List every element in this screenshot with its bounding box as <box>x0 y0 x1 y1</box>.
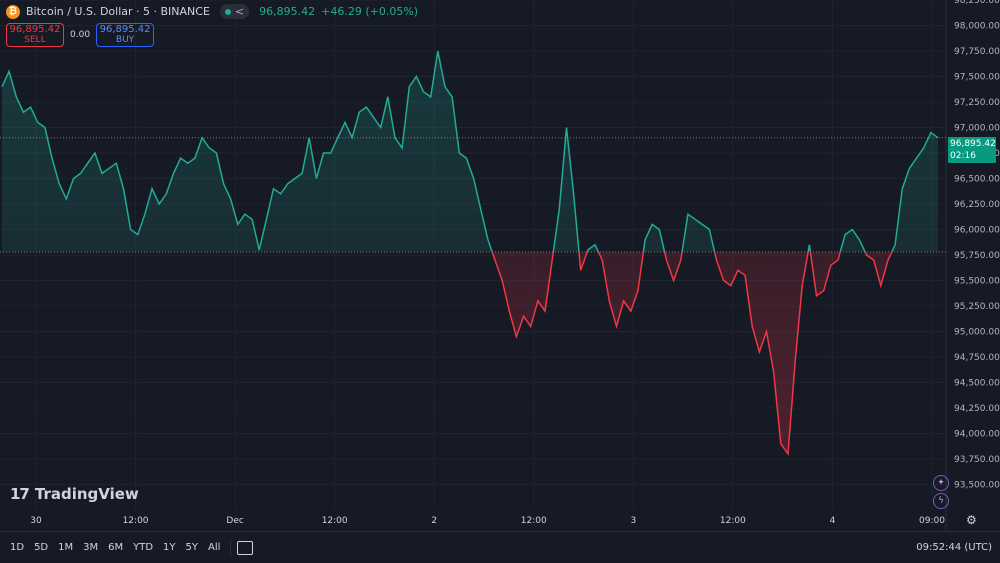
y-tick-label: 94,750.00 <box>954 353 1000 363</box>
range-button[interactable]: 3M <box>83 542 99 553</box>
y-tick-label: 98,000.00 <box>954 22 1000 32</box>
lightning-icon[interactable]: ϟ <box>933 493 949 509</box>
last-price: 96,895.42 <box>259 5 316 18</box>
x-tick-label: 12:00 <box>720 516 746 526</box>
series-line-above <box>1 50 939 252</box>
symbol-legend: ₿ Bitcoin / U.S. Dollar · 5 · BINANCE < … <box>6 4 418 19</box>
chart-svg[interactable]: 93,500.00 93,750.00 94,000.00 94,250.00 94,5… <box>0 0 1000 530</box>
badge-countdown: 02:16 <box>950 151 976 161</box>
time-axis: 30 12:00 Dec 12:00 2 12:00 3 12:00 4 09:00 <box>30 516 945 526</box>
y-tick-label: 96,000.00 <box>954 226 1000 236</box>
range-button[interactable]: 6M <box>108 542 124 553</box>
range-button[interactable]: 1Y <box>163 542 176 553</box>
price-axis: 93,500.00 93,750.00 94,000.00 94,250.00 94,5… <box>954 0 1000 491</box>
x-tick-label: 4 <box>830 516 836 526</box>
range-button[interactable]: All <box>208 542 221 553</box>
spread-value: 0.00 <box>70 30 91 40</box>
y-tick-label: 97,250.00 <box>954 98 1000 108</box>
bitcoin-icon: ₿ <box>6 4 20 19</box>
tradingview-mark-icon: 17 <box>10 485 30 503</box>
badge-price: 96,895.42 <box>950 139 996 149</box>
share-icon: < <box>234 5 245 18</box>
toolbar-divider <box>230 539 232 556</box>
buy-price: 96,895.42 <box>99 24 151 35</box>
y-tick-label: 95,250.00 <box>954 302 1000 312</box>
sell-price: 96,895.42 <box>9 24 61 35</box>
x-tick-label: 2 <box>431 516 437 526</box>
sparkle-icon[interactable]: ✦ <box>933 475 949 491</box>
range-button[interactable]: 5D <box>34 542 49 553</box>
buy-label: BUY <box>115 35 135 45</box>
price-change: +46.29 (+0.05%) <box>321 5 419 18</box>
range-button[interactable]: YTD <box>133 542 154 553</box>
y-tick-label: 95,000.00 <box>954 328 1000 338</box>
x-tick-label: 12:00 <box>123 516 149 526</box>
series-area-above <box>2 51 938 252</box>
x-tick-label: 3 <box>630 516 636 526</box>
sell-button[interactable]: 96,895.42 SELL <box>6 23 64 47</box>
tradingview-logo[interactable]: 17 TradingView <box>10 485 139 503</box>
y-tick-label: 95,500.00 <box>954 277 1000 287</box>
y-tick-label: 95,750.00 <box>954 251 1000 261</box>
range-button[interactable]: 5Y <box>185 542 199 553</box>
buy-button[interactable]: 96,895.42 BUY <box>96 23 155 47</box>
bottom-toolbar: 1D 5D 1M 3M 6M YTD 1Y 5Y All 09:52:44 (UTC) <box>0 531 1000 563</box>
x-tick-label: 12:00 <box>322 516 348 526</box>
current-price-badge: 96,895.42 02:16 <box>948 137 996 163</box>
y-tick-label: 97,500.00 <box>954 73 1000 83</box>
x-tick-label: 12:00 <box>521 516 547 526</box>
market-status-pill[interactable]: < <box>219 4 250 19</box>
x-tick-label: Dec <box>226 516 243 526</box>
series-layer <box>0 50 946 457</box>
series-area-below <box>492 251 892 454</box>
y-tick-label: 94,250.00 <box>954 404 1000 414</box>
y-tick-label: 93,750.00 <box>954 455 1000 465</box>
range-button[interactable]: 1D <box>10 542 25 553</box>
series-line-below <box>491 251 893 457</box>
x-tick-label: 30 <box>30 516 42 526</box>
range-buttons: 1D 5D 1M 3M 6M YTD 1Y 5Y All <box>6 542 224 553</box>
tradingview-logo-text: TradingView <box>34 485 139 503</box>
symbol-title[interactable]: Bitcoin / U.S. Dollar · 5 · BINANCE <box>26 5 210 18</box>
market-open-icon <box>224 8 231 15</box>
x-tick-label: 09:00 <box>919 516 945 526</box>
y-tick-label: 98,250.00 <box>954 0 1000 6</box>
axis-settings-icon[interactable]: ⚙ <box>966 513 977 527</box>
y-tick-label: 97,000.00 <box>954 124 1000 134</box>
trade-panel: 96,895.42 SELL 0.00 96,895.42 BUY <box>6 23 155 47</box>
calendar-icon[interactable] <box>237 540 254 555</box>
y-tick-label: 96,250.00 <box>954 200 1000 210</box>
y-tick-label: 94,000.00 <box>954 430 1000 440</box>
range-button[interactable]: 1M <box>58 542 74 553</box>
sell-label: SELL <box>24 35 46 45</box>
y-tick-label: 96,500.00 <box>954 175 1000 185</box>
clock-readout[interactable]: 09:52:44 (UTC) <box>916 542 992 553</box>
y-tick-label: 93,500.00 <box>954 481 1000 491</box>
y-tick-label: 97,750.00 <box>954 47 1000 57</box>
y-tick-label: 94,500.00 <box>954 379 1000 389</box>
